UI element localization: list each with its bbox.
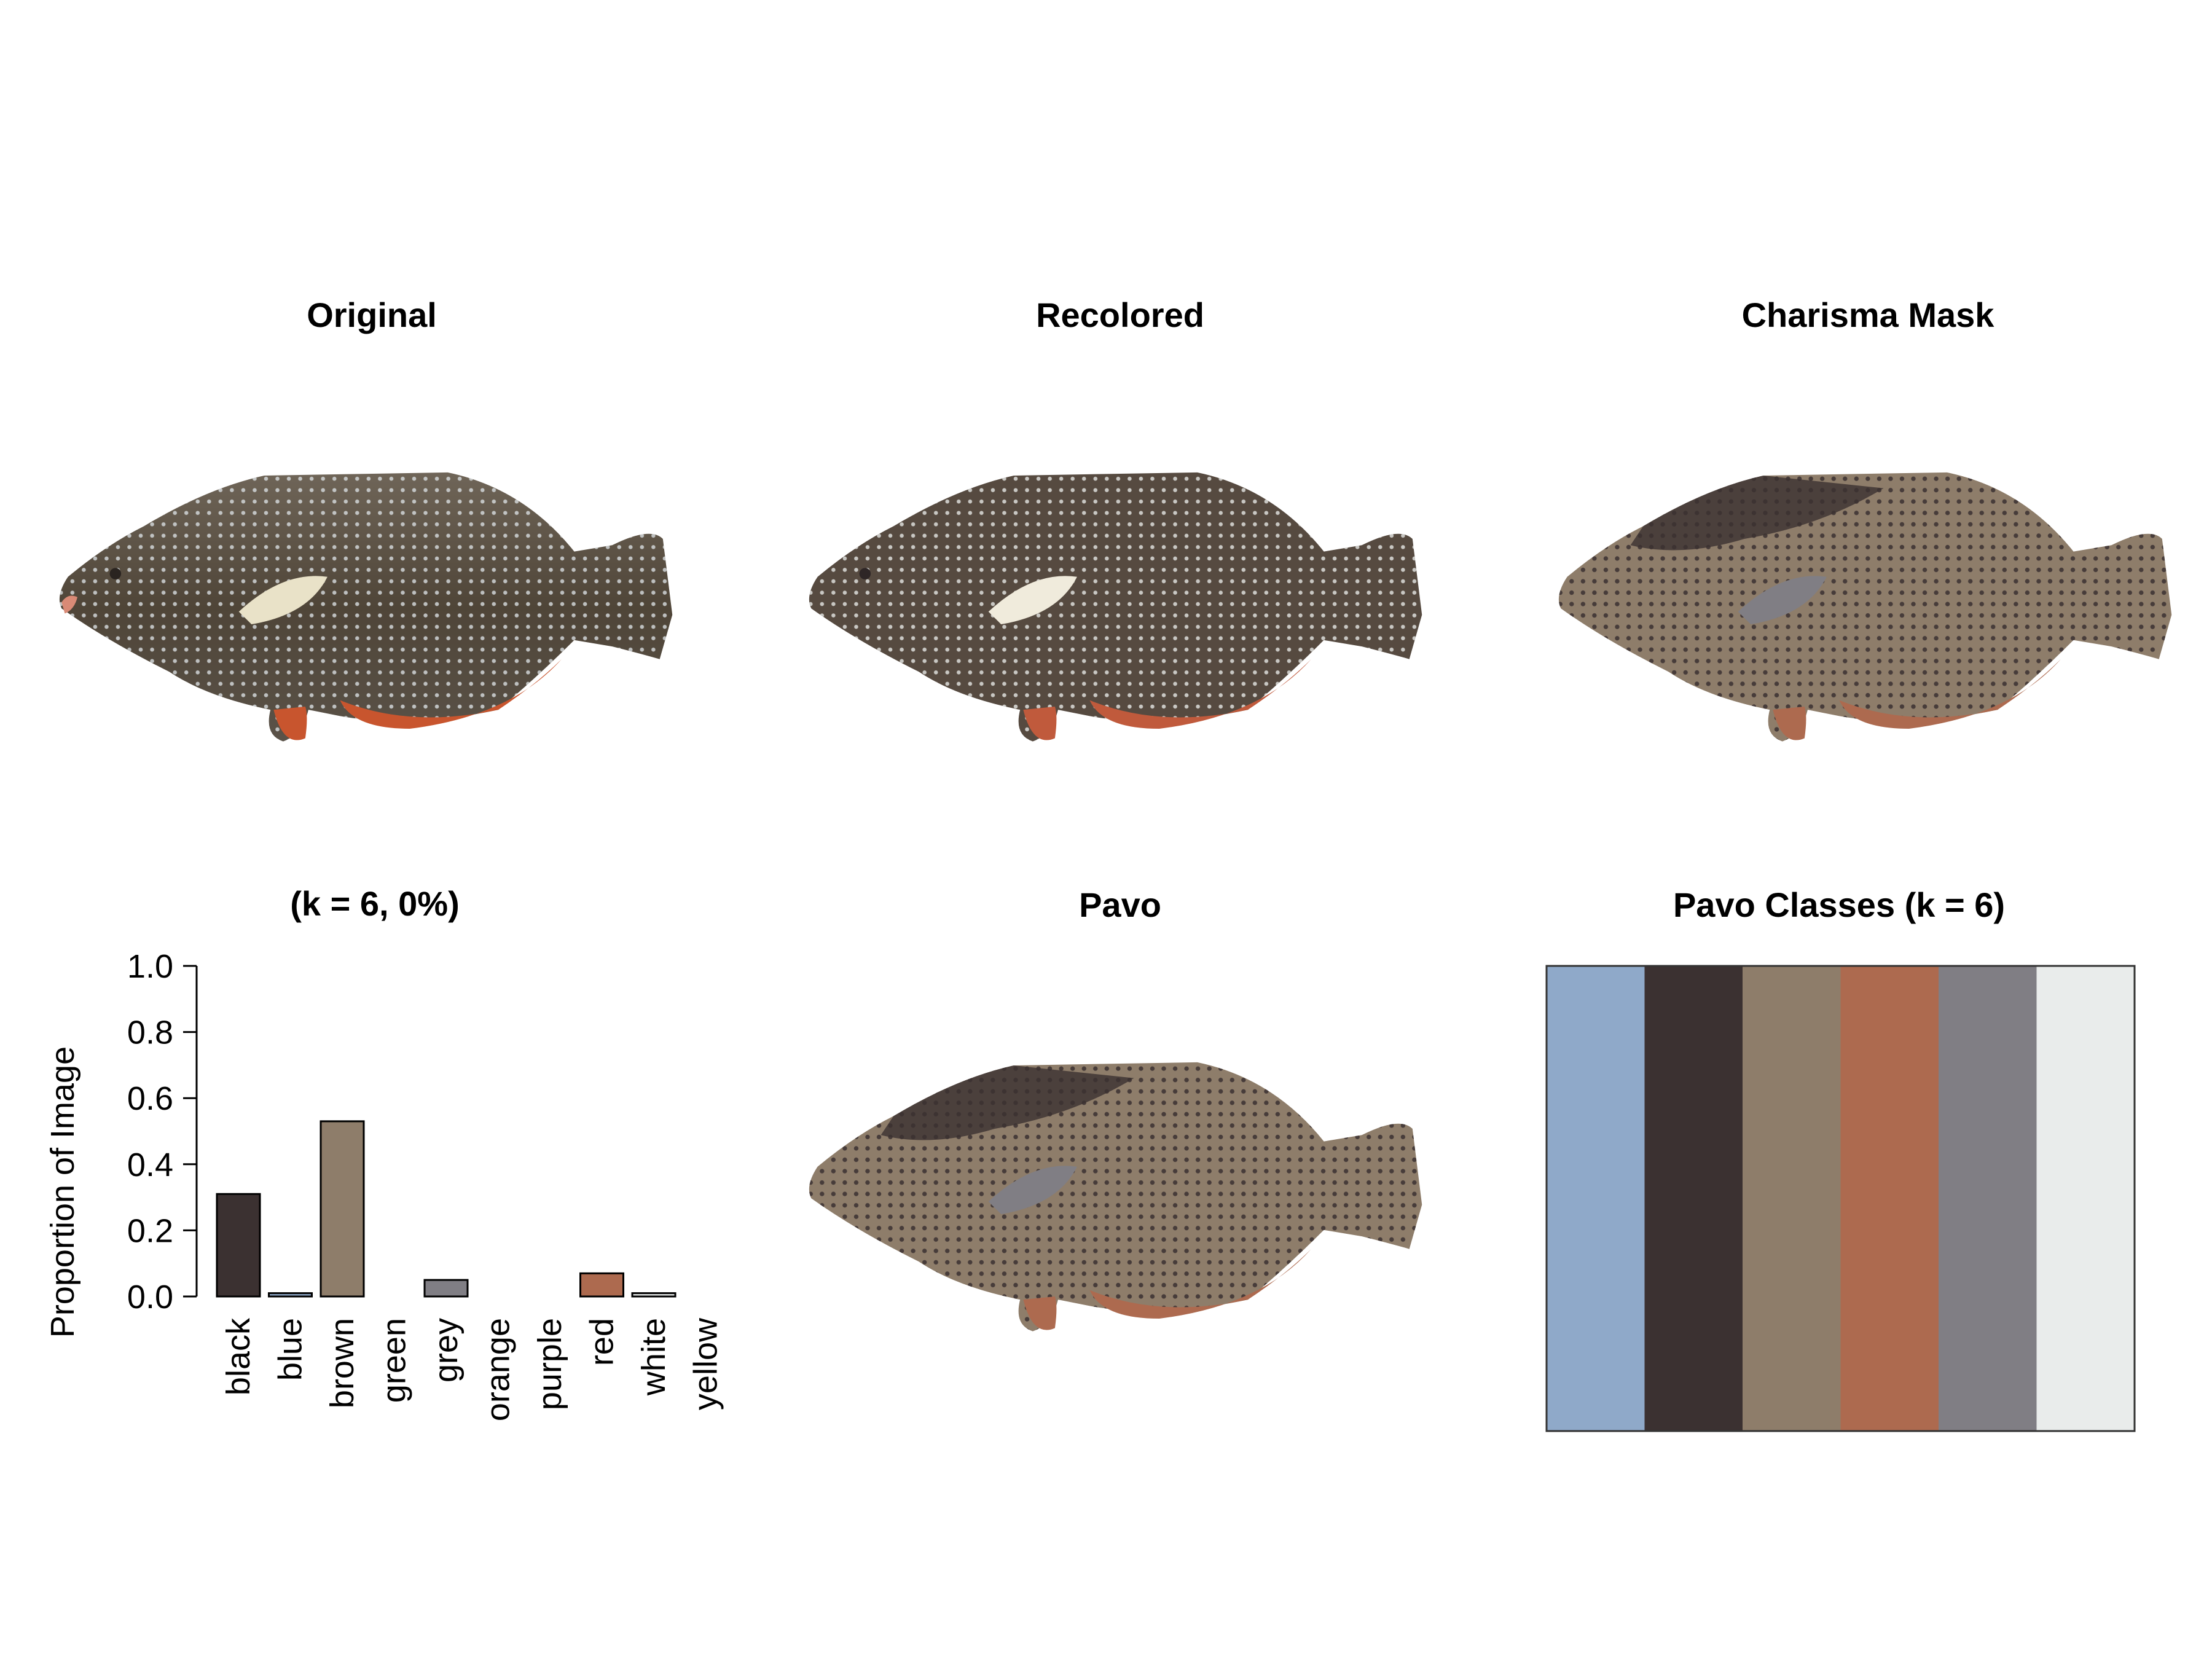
x-tick-label-blue: blue xyxy=(272,1318,309,1381)
y-tick-label: 0.0 xyxy=(127,1279,173,1316)
x-tick-label-brown: brown xyxy=(324,1318,361,1408)
x-tick-label-orange: orange xyxy=(480,1318,517,1421)
chart-title: (k = 6, 0%) xyxy=(290,884,459,923)
swatch-6 xyxy=(2036,966,2135,1431)
x-tick-label-grey: grey xyxy=(428,1318,465,1382)
y-tick-label: 0.2 xyxy=(127,1212,173,1249)
fish-image-charisma-mask xyxy=(1558,472,2172,742)
pavo-class-swatches xyxy=(1545,965,2136,1432)
bar-series xyxy=(216,1120,677,1298)
fish-image-pavo xyxy=(809,1062,1422,1332)
swatch-frame xyxy=(1545,965,2136,1432)
bar-brown xyxy=(320,1120,365,1298)
bar-grey xyxy=(423,1279,469,1298)
x-tick-label-red: red xyxy=(584,1318,621,1366)
bar-blue xyxy=(268,1292,313,1298)
x-tick-label-white: white xyxy=(635,1318,672,1396)
bar-white xyxy=(631,1292,677,1298)
y-tick-label: 1.0 xyxy=(127,948,173,985)
x-tick-label-black: black xyxy=(220,1317,257,1395)
fish-image-recolored xyxy=(809,472,1422,742)
fish-image-original xyxy=(59,472,673,742)
swatch-2 xyxy=(1644,966,1743,1431)
y-tick-label: 0.6 xyxy=(127,1080,173,1117)
y-axis: 0.0 0.2 0.4 0.6 0.8 1.0 xyxy=(127,948,198,1316)
swatch-3 xyxy=(1743,966,1841,1431)
bar-black xyxy=(216,1193,261,1298)
x-tick-label-purple: purple xyxy=(531,1318,568,1410)
swatch-1 xyxy=(1547,966,1645,1431)
panel-title-charisma-mask: Charisma Mask xyxy=(1741,296,1994,334)
panel-title-pavo: Pavo xyxy=(1079,885,1161,924)
panel-title-recolored: Recolored xyxy=(1036,296,1204,334)
panel-title-pavo-classes: Pavo Classes (k = 6) xyxy=(1673,885,2006,924)
x-tick-label-yellow: yellow xyxy=(688,1317,724,1410)
y-axis-label: Proportion of Image xyxy=(44,1046,81,1338)
y-tick-label: 0.4 xyxy=(127,1147,173,1183)
y-tick-label: 0.8 xyxy=(127,1014,173,1051)
swatch-5 xyxy=(1939,966,2037,1431)
bar-red xyxy=(579,1272,624,1298)
panel-title-original: Original xyxy=(307,296,437,334)
x-axis-tick-labels: black blue brown green grey orange purple red wh… xyxy=(220,1317,724,1421)
swatch-4 xyxy=(1840,966,1939,1431)
x-tick-label-green: green xyxy=(376,1318,413,1403)
